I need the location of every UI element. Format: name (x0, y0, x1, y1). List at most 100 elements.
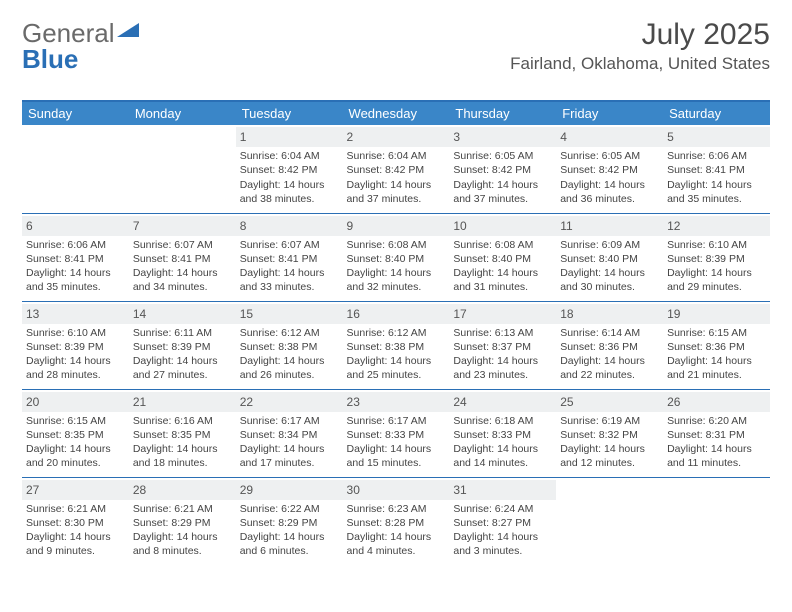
day-number: 10 (449, 216, 556, 236)
sunrise-text: Sunrise: 6:17 AM (347, 414, 446, 428)
calendar-cell (129, 125, 236, 213)
daylight-text: Daylight: 14 hours and 37 minutes. (453, 178, 552, 206)
calendar-row: 27Sunrise: 6:21 AMSunset: 8:30 PMDayligh… (22, 477, 770, 565)
day-details: Sunrise: 6:06 AMSunset: 8:41 PMDaylight:… (667, 149, 766, 206)
day-details: Sunrise: 6:10 AMSunset: 8:39 PMDaylight:… (667, 238, 766, 295)
day-header: Thursday (449, 102, 556, 125)
daylight-text: Daylight: 14 hours and 26 minutes. (240, 354, 339, 382)
calendar-cell: 12Sunrise: 6:10 AMSunset: 8:39 PMDayligh… (663, 213, 770, 301)
calendar-cell: 31Sunrise: 6:24 AMSunset: 8:27 PMDayligh… (449, 477, 556, 565)
daylight-text: Daylight: 14 hours and 6 minutes. (240, 530, 339, 558)
daylight-text: Daylight: 14 hours and 31 minutes. (453, 266, 552, 294)
day-number: 11 (556, 216, 663, 236)
sunrise-text: Sunrise: 6:20 AM (667, 414, 766, 428)
day-number: 17 (449, 304, 556, 324)
calendar-cell (663, 477, 770, 565)
day-details: Sunrise: 6:07 AMSunset: 8:41 PMDaylight:… (133, 238, 232, 295)
day-number: 27 (22, 480, 129, 500)
day-details: Sunrise: 6:18 AMSunset: 8:33 PMDaylight:… (453, 414, 552, 471)
sunrise-text: Sunrise: 6:19 AM (560, 414, 659, 428)
day-details: Sunrise: 6:21 AMSunset: 8:30 PMDaylight:… (26, 502, 125, 559)
daylight-text: Daylight: 14 hours and 25 minutes. (347, 354, 446, 382)
day-number: 28 (129, 480, 236, 500)
day-number: 2 (343, 127, 450, 147)
calendar-cell: 29Sunrise: 6:22 AMSunset: 8:29 PMDayligh… (236, 477, 343, 565)
calendar-cell: 4Sunrise: 6:05 AMSunset: 8:42 PMDaylight… (556, 125, 663, 213)
daylight-text: Daylight: 14 hours and 23 minutes. (453, 354, 552, 382)
sunset-text: Sunset: 8:29 PM (133, 516, 232, 530)
day-details: Sunrise: 6:09 AMSunset: 8:40 PMDaylight:… (560, 238, 659, 295)
day-details: Sunrise: 6:17 AMSunset: 8:34 PMDaylight:… (240, 414, 339, 471)
day-number: 14 (129, 304, 236, 324)
calendar-body: 1Sunrise: 6:04 AMSunset: 8:42 PMDaylight… (22, 125, 770, 565)
daylight-text: Daylight: 14 hours and 21 minutes. (667, 354, 766, 382)
sunset-text: Sunset: 8:42 PM (347, 163, 446, 177)
calendar-cell: 18Sunrise: 6:14 AMSunset: 8:36 PMDayligh… (556, 301, 663, 389)
sunset-text: Sunset: 8:38 PM (240, 340, 339, 354)
sunset-text: Sunset: 8:39 PM (667, 252, 766, 266)
daylight-text: Daylight: 14 hours and 18 minutes. (133, 442, 232, 470)
day-number: 30 (343, 480, 450, 500)
daylight-text: Daylight: 14 hours and 32 minutes. (347, 266, 446, 294)
day-details: Sunrise: 6:06 AMSunset: 8:41 PMDaylight:… (26, 238, 125, 295)
sunrise-text: Sunrise: 6:07 AM (240, 238, 339, 252)
day-number: 7 (129, 216, 236, 236)
day-details: Sunrise: 6:12 AMSunset: 8:38 PMDaylight:… (347, 326, 446, 383)
calendar-cell: 9Sunrise: 6:08 AMSunset: 8:40 PMDaylight… (343, 213, 450, 301)
sunset-text: Sunset: 8:35 PM (133, 428, 232, 442)
day-number: 22 (236, 392, 343, 412)
sunrise-text: Sunrise: 6:15 AM (667, 326, 766, 340)
day-details: Sunrise: 6:08 AMSunset: 8:40 PMDaylight:… (453, 238, 552, 295)
sunset-text: Sunset: 8:41 PM (240, 252, 339, 266)
sunrise-text: Sunrise: 6:10 AM (26, 326, 125, 340)
sunset-text: Sunset: 8:40 PM (560, 252, 659, 266)
daylight-text: Daylight: 14 hours and 27 minutes. (133, 354, 232, 382)
calendar-cell: 10Sunrise: 6:08 AMSunset: 8:40 PMDayligh… (449, 213, 556, 301)
sunset-text: Sunset: 8:28 PM (347, 516, 446, 530)
day-details: Sunrise: 6:05 AMSunset: 8:42 PMDaylight:… (453, 149, 552, 206)
sunset-text: Sunset: 8:30 PM (26, 516, 125, 530)
sunrise-text: Sunrise: 6:08 AM (347, 238, 446, 252)
sunset-text: Sunset: 8:39 PM (133, 340, 232, 354)
sunset-text: Sunset: 8:42 PM (560, 163, 659, 177)
day-number: 18 (556, 304, 663, 324)
daylight-text: Daylight: 14 hours and 30 minutes. (560, 266, 659, 294)
day-details: Sunrise: 6:20 AMSunset: 8:31 PMDaylight:… (667, 414, 766, 471)
day-number: 25 (556, 392, 663, 412)
day-details: Sunrise: 6:24 AMSunset: 8:27 PMDaylight:… (453, 502, 552, 559)
day-details: Sunrise: 6:08 AMSunset: 8:40 PMDaylight:… (347, 238, 446, 295)
calendar-cell: 17Sunrise: 6:13 AMSunset: 8:37 PMDayligh… (449, 301, 556, 389)
sunrise-text: Sunrise: 6:09 AM (560, 238, 659, 252)
day-header: Wednesday (343, 102, 450, 125)
daylight-text: Daylight: 14 hours and 15 minutes. (347, 442, 446, 470)
calendar-cell: 6Sunrise: 6:06 AMSunset: 8:41 PMDaylight… (22, 213, 129, 301)
calendar-row: 20Sunrise: 6:15 AMSunset: 8:35 PMDayligh… (22, 389, 770, 477)
logo-triangle-icon (117, 20, 139, 38)
day-details: Sunrise: 6:16 AMSunset: 8:35 PMDaylight:… (133, 414, 232, 471)
day-details: Sunrise: 6:22 AMSunset: 8:29 PMDaylight:… (240, 502, 339, 559)
calendar-cell: 5Sunrise: 6:06 AMSunset: 8:41 PMDaylight… (663, 125, 770, 213)
day-header: Monday (129, 102, 236, 125)
sunset-text: Sunset: 8:37 PM (453, 340, 552, 354)
sunset-text: Sunset: 8:42 PM (453, 163, 552, 177)
day-number: 4 (556, 127, 663, 147)
sunset-text: Sunset: 8:40 PM (453, 252, 552, 266)
logo-text-2: Blue (22, 44, 78, 75)
day-details: Sunrise: 6:10 AMSunset: 8:39 PMDaylight:… (26, 326, 125, 383)
header: General July 2025 Fairland, Oklahoma, Un… (22, 18, 770, 74)
calendar-cell (22, 125, 129, 213)
calendar-cell: 19Sunrise: 6:15 AMSunset: 8:36 PMDayligh… (663, 301, 770, 389)
day-number: 3 (449, 127, 556, 147)
calendar-cell: 20Sunrise: 6:15 AMSunset: 8:35 PMDayligh… (22, 389, 129, 477)
calendar-cell: 21Sunrise: 6:16 AMSunset: 8:35 PMDayligh… (129, 389, 236, 477)
calendar-head: SundayMondayTuesdayWednesdayThursdayFrid… (22, 102, 770, 125)
sunset-text: Sunset: 8:33 PM (347, 428, 446, 442)
day-details: Sunrise: 6:21 AMSunset: 8:29 PMDaylight:… (133, 502, 232, 559)
calendar-cell: 22Sunrise: 6:17 AMSunset: 8:34 PMDayligh… (236, 389, 343, 477)
day-number: 29 (236, 480, 343, 500)
sunrise-text: Sunrise: 6:07 AM (133, 238, 232, 252)
daylight-text: Daylight: 14 hours and 20 minutes. (26, 442, 125, 470)
day-details: Sunrise: 6:13 AMSunset: 8:37 PMDaylight:… (453, 326, 552, 383)
sunset-text: Sunset: 8:40 PM (347, 252, 446, 266)
calendar-cell: 23Sunrise: 6:17 AMSunset: 8:33 PMDayligh… (343, 389, 450, 477)
